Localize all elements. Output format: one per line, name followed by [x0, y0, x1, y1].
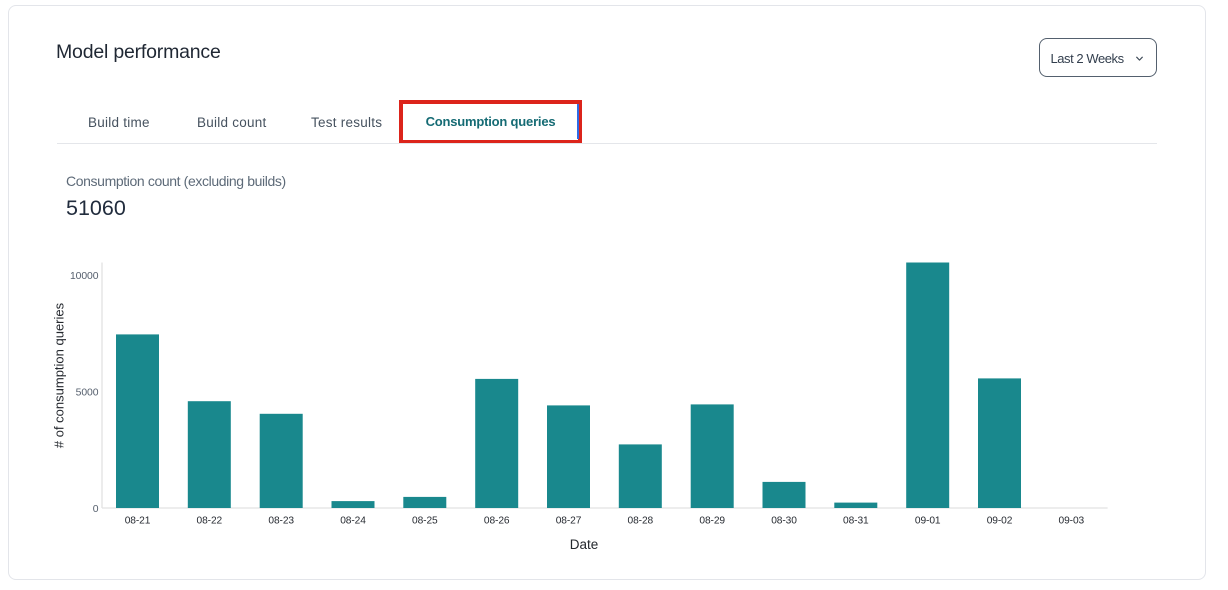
svg-text:08-28: 08-28: [628, 516, 654, 527]
svg-text:08-21: 08-21: [125, 516, 151, 527]
svg-text:# of consumption queries: # of consumption queries: [52, 302, 67, 448]
svg-text:5000: 5000: [76, 388, 99, 399]
svg-text:08-29: 08-29: [699, 516, 725, 527]
svg-text:10000: 10000: [70, 271, 99, 282]
svg-text:09-01: 09-01: [915, 516, 941, 527]
svg-text:08-27: 08-27: [556, 516, 582, 527]
svg-text:08-22: 08-22: [197, 516, 223, 527]
svg-text:09-03: 09-03: [1059, 516, 1085, 527]
svg-text:08-31: 08-31: [843, 516, 869, 527]
svg-text:Date: Date: [570, 537, 599, 552]
svg-text:08-26: 08-26: [484, 516, 510, 527]
svg-text:09-02: 09-02: [987, 516, 1013, 527]
svg-text:08-30: 08-30: [771, 516, 797, 527]
svg-text:08-24: 08-24: [340, 516, 366, 527]
svg-text:08-25: 08-25: [412, 516, 438, 527]
svg-text:0: 0: [93, 504, 99, 515]
svg-text:08-23: 08-23: [268, 516, 294, 527]
